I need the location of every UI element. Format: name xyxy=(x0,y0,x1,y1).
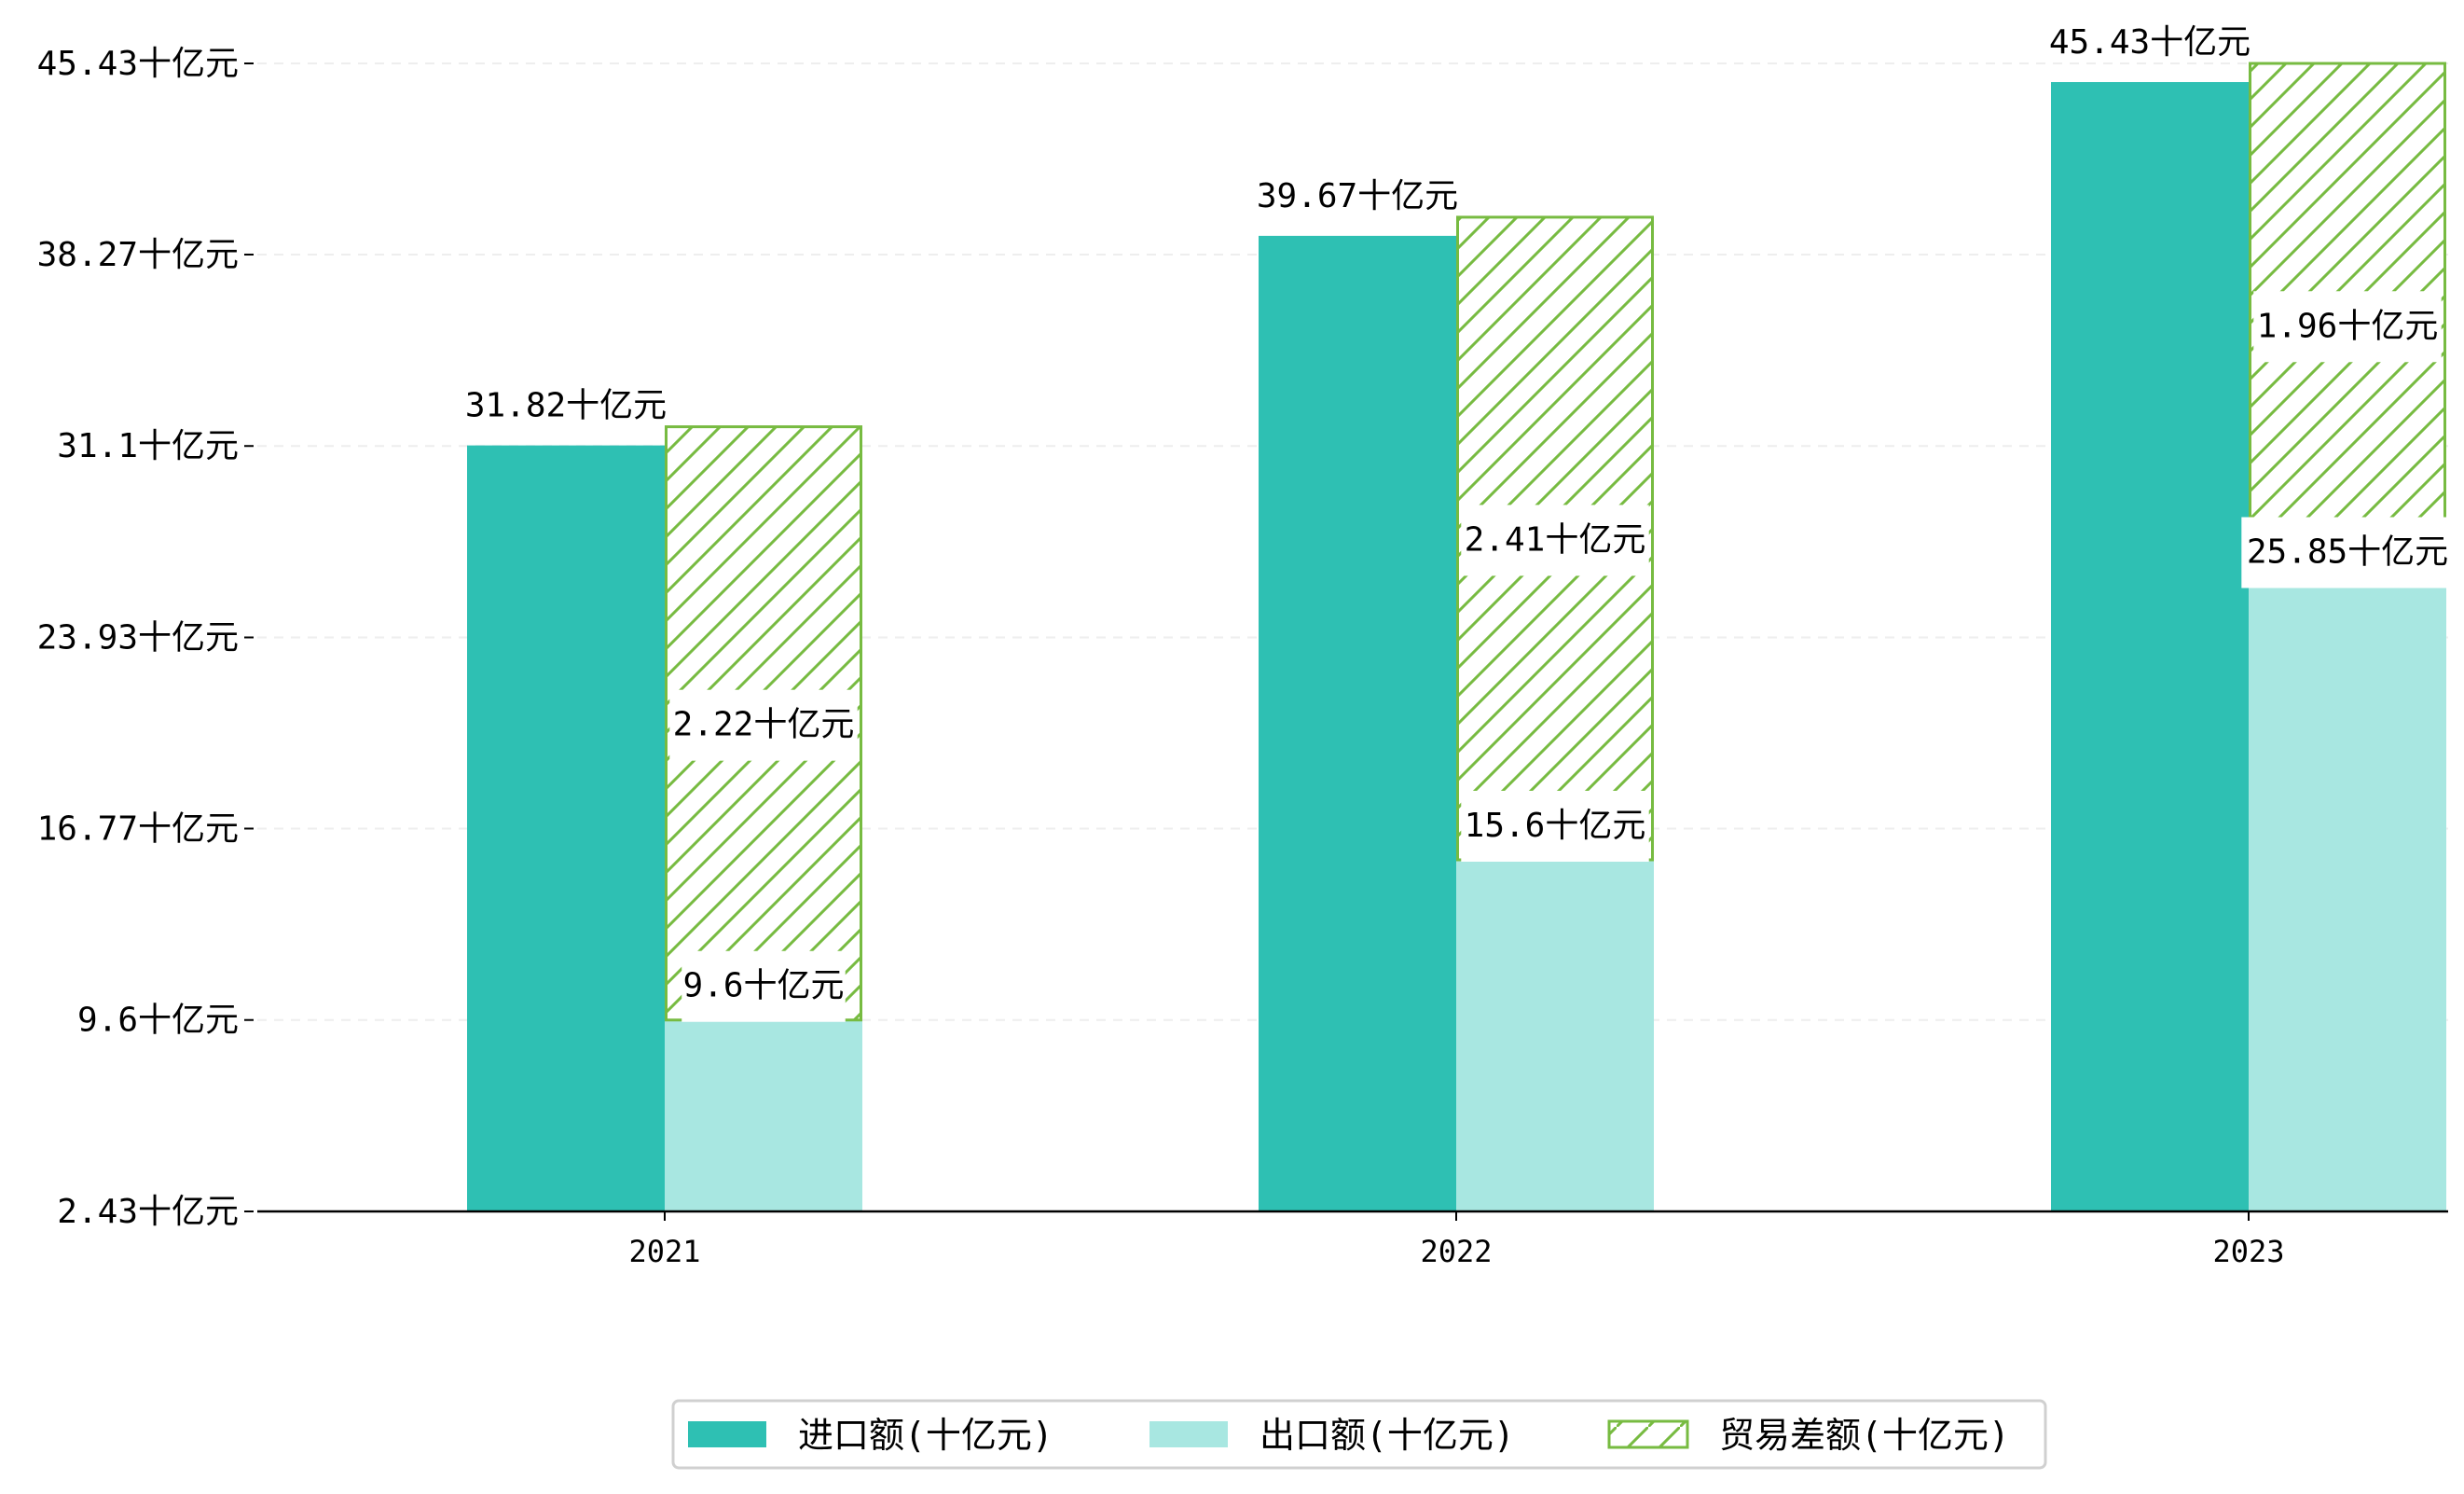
export-value-label-box xyxy=(2241,517,2454,588)
import-value-label: 45.43十亿元 xyxy=(2049,23,2251,62)
legend-label-3: 贸易差额(十亿元) xyxy=(1719,1415,2010,1456)
balance-value-label-box xyxy=(2253,291,2442,363)
x-tick-label: 2023 xyxy=(2212,1234,2284,1269)
bars xyxy=(467,62,2446,1212)
balance-value-label-box xyxy=(669,689,858,761)
export-value-label: 25.85十亿元 xyxy=(2247,533,2448,572)
x-tick-label: 2022 xyxy=(1420,1234,1492,1269)
bar-export-2023 xyxy=(2249,586,2446,1211)
y-tick-label: 9.6十亿元 xyxy=(77,1002,239,1040)
export-value-label-box xyxy=(681,950,846,1022)
legend-label-2: 出口额(十亿元) xyxy=(1260,1415,1515,1456)
y-tick-label: 2.43十亿元 xyxy=(57,1193,239,1231)
y-tick-label: 16.77十亿元 xyxy=(37,809,239,848)
y-tick-label: 38.27十亿元 xyxy=(37,236,239,274)
export-value-label: 15.6十亿元 xyxy=(1465,807,1646,845)
legend-swatch-2 xyxy=(1149,1421,1228,1447)
bar-import-2021 xyxy=(467,445,665,1211)
bar-import-2023 xyxy=(2051,82,2249,1211)
x-tick-label: 2021 xyxy=(628,1234,700,1269)
balance-value-label: 2.22十亿元 xyxy=(673,706,855,744)
balance-value-label-box xyxy=(1461,505,1649,576)
bar-export-2022 xyxy=(1456,859,1654,1211)
bar-export-2021 xyxy=(665,1019,862,1211)
axes: 2.43十亿元 9.6十亿元 16.77十亿元 23.93十亿元 31.1十亿元 38.2… xyxy=(37,45,2448,1269)
import-value-label: 39.67十亿元 xyxy=(1257,177,1458,215)
legend-swatch-3 xyxy=(1607,1419,1689,1449)
legend-box xyxy=(671,1399,2047,1470)
export-value-label: 9.6十亿元 xyxy=(682,967,844,1005)
y-tick-label: 45.43十亿元 xyxy=(37,45,239,83)
y-tick-label: 23.93十亿元 xyxy=(37,619,239,657)
y-tick-label: 31.1十亿元 xyxy=(57,427,239,465)
export-value-label-box xyxy=(1461,790,1649,862)
data-labels: 31.82十亿元 9.6十亿元 2.22十亿元 39.67十亿元 15.6十亿元 2.41… xyxy=(465,23,2454,1022)
balance-value-label: 2.41十亿元 xyxy=(1465,520,1646,559)
legend-swatch-1 xyxy=(688,1421,766,1447)
bar-import-2022 xyxy=(1259,235,1456,1212)
legend-label-1: 进口额(十亿元) xyxy=(798,1415,1053,1456)
legend: 进口额(十亿元) 出口额(十亿元) 贸易差额(十亿元) xyxy=(671,1399,2047,1470)
balance-value-label: 1.96十亿元 xyxy=(2257,307,2439,345)
import-value-label: 31.82十亿元 xyxy=(465,387,667,425)
